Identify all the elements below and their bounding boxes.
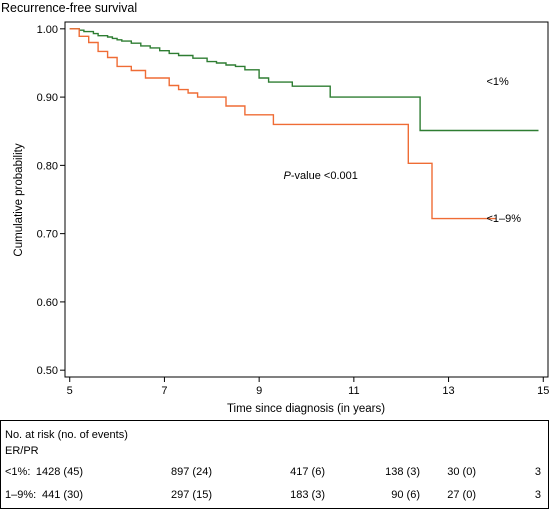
x-tick-label: 11 bbox=[348, 385, 359, 397]
x-tick-label: 9 bbox=[256, 385, 262, 397]
y-tick-label: 1.00 bbox=[37, 24, 58, 36]
risk-cell: 1428 (45) bbox=[35, 466, 83, 478]
risk-table-group-label: ER/PR bbox=[5, 445, 39, 457]
y-tick-label: 0.70 bbox=[37, 229, 58, 241]
risk-cell: 3 bbox=[534, 466, 541, 478]
survival-curve-0 bbox=[69, 28, 539, 132]
x-tick-label: 7 bbox=[161, 385, 167, 397]
km-plot: 0.500.600.700.800.901.00 5 7 9 11 13 15 <1%<1… bbox=[13, 21, 549, 415]
series-label-0: <1% bbox=[486, 76, 509, 88]
risk-cell: 297 (15) bbox=[171, 489, 212, 501]
y-axis-label: Cumulative probability bbox=[13, 143, 25, 256]
series-labels: <1% <1–9% bbox=[486, 76, 521, 225]
risk-row-label: 1–9%: bbox=[5, 489, 37, 501]
p-value-italic: P bbox=[284, 170, 292, 182]
risk-cell: 417 (6) bbox=[290, 466, 325, 478]
x-tick-label: 5 bbox=[67, 385, 73, 397]
p-value-text: -value <0.001 bbox=[291, 170, 358, 182]
risk-row-lt1: <1%: 1428 (45) 897 (24) 417 (6) 138 (3) … bbox=[1, 466, 548, 482]
risk-cell: 441 (30) bbox=[42, 489, 83, 501]
y-tick-label: 0.90 bbox=[37, 92, 58, 104]
x-tick-label: 15 bbox=[537, 385, 549, 397]
risk-cell: 138 (3) bbox=[385, 466, 420, 478]
y-tick-label: 0.80 bbox=[37, 160, 58, 172]
risk-table: No. at risk (no. of events) ER/PR <1%: 1… bbox=[0, 420, 549, 509]
x-tick-label: 13 bbox=[442, 385, 454, 397]
risk-row-1-9: 1–9%: 441 (30) 297 (15) 183 (3) 90 (6) 2… bbox=[1, 489, 548, 505]
risk-cell: 27 (0) bbox=[447, 489, 476, 501]
risk-cell: 30 (0) bbox=[447, 466, 476, 478]
risk-cell: 897 (24) bbox=[171, 466, 212, 478]
y-tick-label: 0.60 bbox=[37, 297, 58, 309]
x-axis: 5 7 9 11 13 15 bbox=[67, 377, 549, 397]
survival-curves bbox=[69, 28, 539, 220]
risk-cell: 90 (6) bbox=[391, 489, 420, 501]
risk-row-label: <1%: bbox=[5, 466, 31, 478]
risk-table-group-row: ER/PR bbox=[1, 445, 548, 461]
series-label-1: <1–9% bbox=[486, 213, 521, 225]
survival-curve-1 bbox=[69, 28, 496, 220]
y-tick-label: 0.50 bbox=[37, 365, 58, 377]
plot-frame bbox=[64, 21, 549, 378]
y-axis: 0.50 0.60 0.70 0.80 0.90 1.00 bbox=[37, 24, 65, 377]
risk-table-header: No. at risk (no. of events) bbox=[5, 429, 128, 441]
risk-cell: 183 (3) bbox=[290, 489, 325, 501]
x-axis-label: Time since diagnosis (in years) bbox=[227, 403, 385, 415]
p-value-annotation: P-value <0.001 bbox=[284, 170, 358, 182]
risk-table-header-row: No. at risk (no. of events) bbox=[1, 429, 548, 445]
risk-cell: 3 bbox=[534, 489, 541, 501]
chart-title: Recurrence-free survival bbox=[1, 1, 138, 15]
